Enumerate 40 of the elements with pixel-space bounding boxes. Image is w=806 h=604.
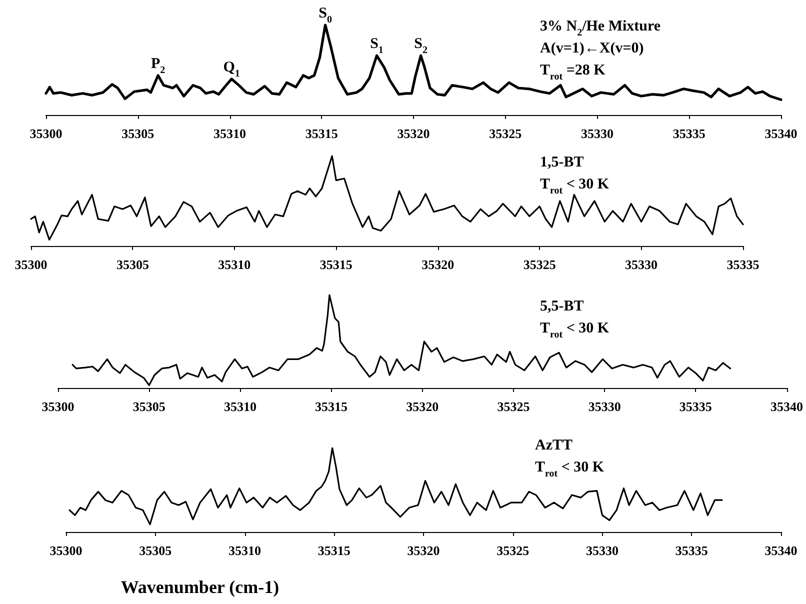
x-axis-title: Wavenumber (cm-1) [120, 577, 280, 597]
x-tick-label: 35300 [50, 543, 82, 558]
x-tick-label: 35335 [675, 543, 708, 558]
x-tick-label: 35310 [214, 126, 246, 141]
x-tick-label: 35305 [132, 399, 166, 414]
annotation: A(v=1)←X(v=0) [540, 40, 644, 56]
x-tick-label: 35320 [397, 126, 430, 141]
annotation: 5,5-BT [540, 298, 584, 314]
x-tick-label: 35330 [625, 257, 658, 272]
x-tick-label: 35320 [422, 257, 454, 272]
x-tick-label: 35325 [523, 257, 556, 272]
x-tick-label: 35305 [122, 126, 155, 141]
x-tick-label: 35340 [764, 126, 798, 141]
x-tick-label: 35300 [14, 257, 48, 272]
x-tick-label: 35315 [320, 257, 353, 272]
x-tick-label: 35300 [30, 126, 62, 141]
x-tick-label: 35310 [224, 399, 256, 414]
x-tick-label: 35335 [679, 399, 712, 414]
x-tick-label: 35330 [586, 543, 618, 558]
x-tick-label: 35310 [218, 257, 251, 272]
x-tick-label: 35305 [139, 543, 172, 558]
x-tick-label: 35320 [407, 543, 440, 558]
annotation: 1,5-BT [540, 154, 584, 170]
x-tick-label: 35325 [497, 399, 530, 414]
x-tick-label: 35320 [406, 399, 439, 414]
x-tick-label: 35310 [228, 543, 261, 558]
x-tick-label: 35335 [726, 257, 760, 272]
x-tick-label: 35315 [318, 543, 351, 558]
x-tick-label: 35330 [581, 126, 614, 141]
x-tick-label: 35325 [489, 126, 522, 141]
x-tick-label: 35340 [764, 543, 798, 558]
x-tick-label: 35330 [588, 399, 621, 414]
x-tick-label: 35315 [305, 126, 338, 141]
annotation: AzTT [535, 438, 572, 454]
x-tick-label: 35315 [315, 399, 348, 414]
x-tick-label: 35300 [42, 399, 74, 414]
x-tick-label: 35325 [496, 543, 530, 558]
x-tick-label: 35335 [672, 126, 706, 141]
x-tick-label: 35305 [116, 257, 150, 272]
x-tick-label: 35340 [770, 399, 803, 414]
